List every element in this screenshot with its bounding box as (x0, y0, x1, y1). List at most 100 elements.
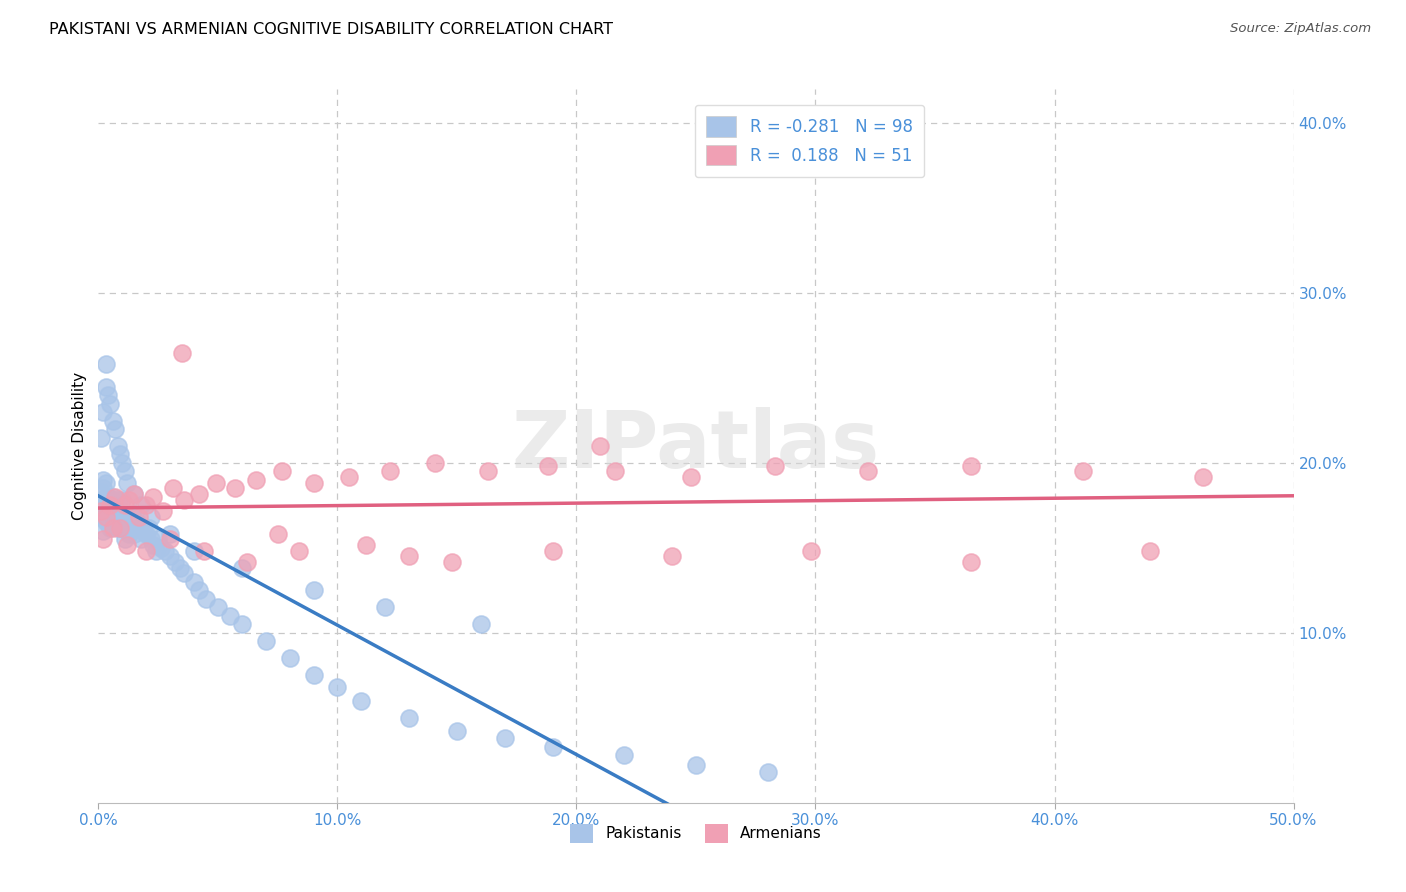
Point (477, 465, 499, 479)
Point (589, 439, 612, 453)
Point (90, 503, 112, 517)
Point (97, 516, 120, 530)
Point (121, 520, 143, 534)
Point (219, 608, 242, 623)
Point (856, 465, 879, 479)
Point (118, 516, 141, 530)
Point (91, 524, 114, 538)
Point (131, 499, 153, 513)
Point (254, 634, 277, 648)
Point (94, 379, 117, 393)
Point (278, 651, 301, 665)
Point (111, 456, 134, 470)
Point (159, 549, 181, 564)
Point (104, 510, 127, 524)
Point (101, 516, 124, 530)
Point (111, 520, 134, 534)
Point (118, 493, 141, 508)
Point (378, 465, 401, 479)
Point (756, 765, 779, 780)
Point (183, 574, 205, 589)
Point (152, 503, 174, 517)
Point (118, 527, 141, 541)
Point (470, 617, 492, 632)
Point (302, 476, 325, 491)
Point (398, 711, 420, 725)
Point (107, 439, 129, 453)
Point (183, 544, 205, 558)
Point (681, 469, 703, 483)
Point (139, 533, 162, 547)
Point (135, 544, 157, 558)
Point (138, 520, 160, 534)
Point (111, 493, 134, 508)
Point (613, 748, 636, 763)
Point (97, 499, 120, 513)
Point (114, 465, 136, 479)
Point (172, 345, 194, 359)
Point (155, 544, 177, 558)
Point (159, 533, 181, 547)
Point (104, 490, 127, 504)
Point (302, 668, 325, 682)
Point (91, 473, 114, 487)
Point (398, 549, 420, 564)
Point (446, 724, 468, 739)
Point (541, 739, 564, 754)
Point (162, 482, 184, 496)
Point (91, 491, 114, 506)
Point (90, 510, 112, 524)
Point (1191, 469, 1213, 483)
Point (115, 524, 138, 538)
Point (94, 493, 117, 508)
Point (108, 507, 131, 521)
Point (326, 680, 349, 694)
Point (98, 503, 122, 517)
Point (245, 473, 267, 487)
Point (98, 499, 122, 513)
Point (94, 358, 117, 372)
Point (441, 555, 464, 569)
Point (763, 459, 786, 474)
Point (114, 533, 136, 547)
Point (91, 405, 114, 419)
Point (131, 533, 153, 547)
Point (135, 499, 157, 513)
Point (107, 493, 129, 508)
Text: PAKISTANI VS ARMENIAN COGNITIVE DISABILITY CORRELATION CHART: PAKISTANI VS ARMENIAN COGNITIVE DISABILI… (49, 22, 613, 37)
Point (101, 493, 124, 508)
Point (91, 503, 114, 517)
Point (173, 566, 195, 581)
Point (339, 469, 361, 483)
Point (139, 510, 162, 524)
Point (173, 493, 195, 508)
Point (231, 561, 253, 575)
Point (125, 516, 148, 530)
Text: Source: ZipAtlas.com: Source: ZipAtlas.com (1230, 22, 1371, 36)
Point (1071, 465, 1094, 479)
Point (108, 448, 131, 462)
Point (107, 499, 129, 513)
Point (960, 459, 983, 474)
Point (271, 465, 294, 479)
Point (94, 510, 117, 524)
Point (149, 541, 172, 555)
Point (114, 507, 136, 521)
Point (128, 510, 150, 524)
Point (97, 490, 120, 504)
Point (187, 583, 209, 598)
Point (235, 555, 257, 569)
Point (101, 507, 124, 521)
Point (142, 537, 165, 551)
Point (163, 555, 186, 569)
Point (425, 456, 447, 470)
Point (603, 465, 626, 479)
Point (124, 486, 146, 500)
Point (101, 520, 124, 534)
Point (267, 527, 290, 541)
Text: ZIPatlas: ZIPatlas (512, 407, 880, 485)
Point (108, 516, 131, 530)
Point (101, 490, 124, 504)
Point (115, 510, 138, 524)
Point (800, 544, 823, 558)
